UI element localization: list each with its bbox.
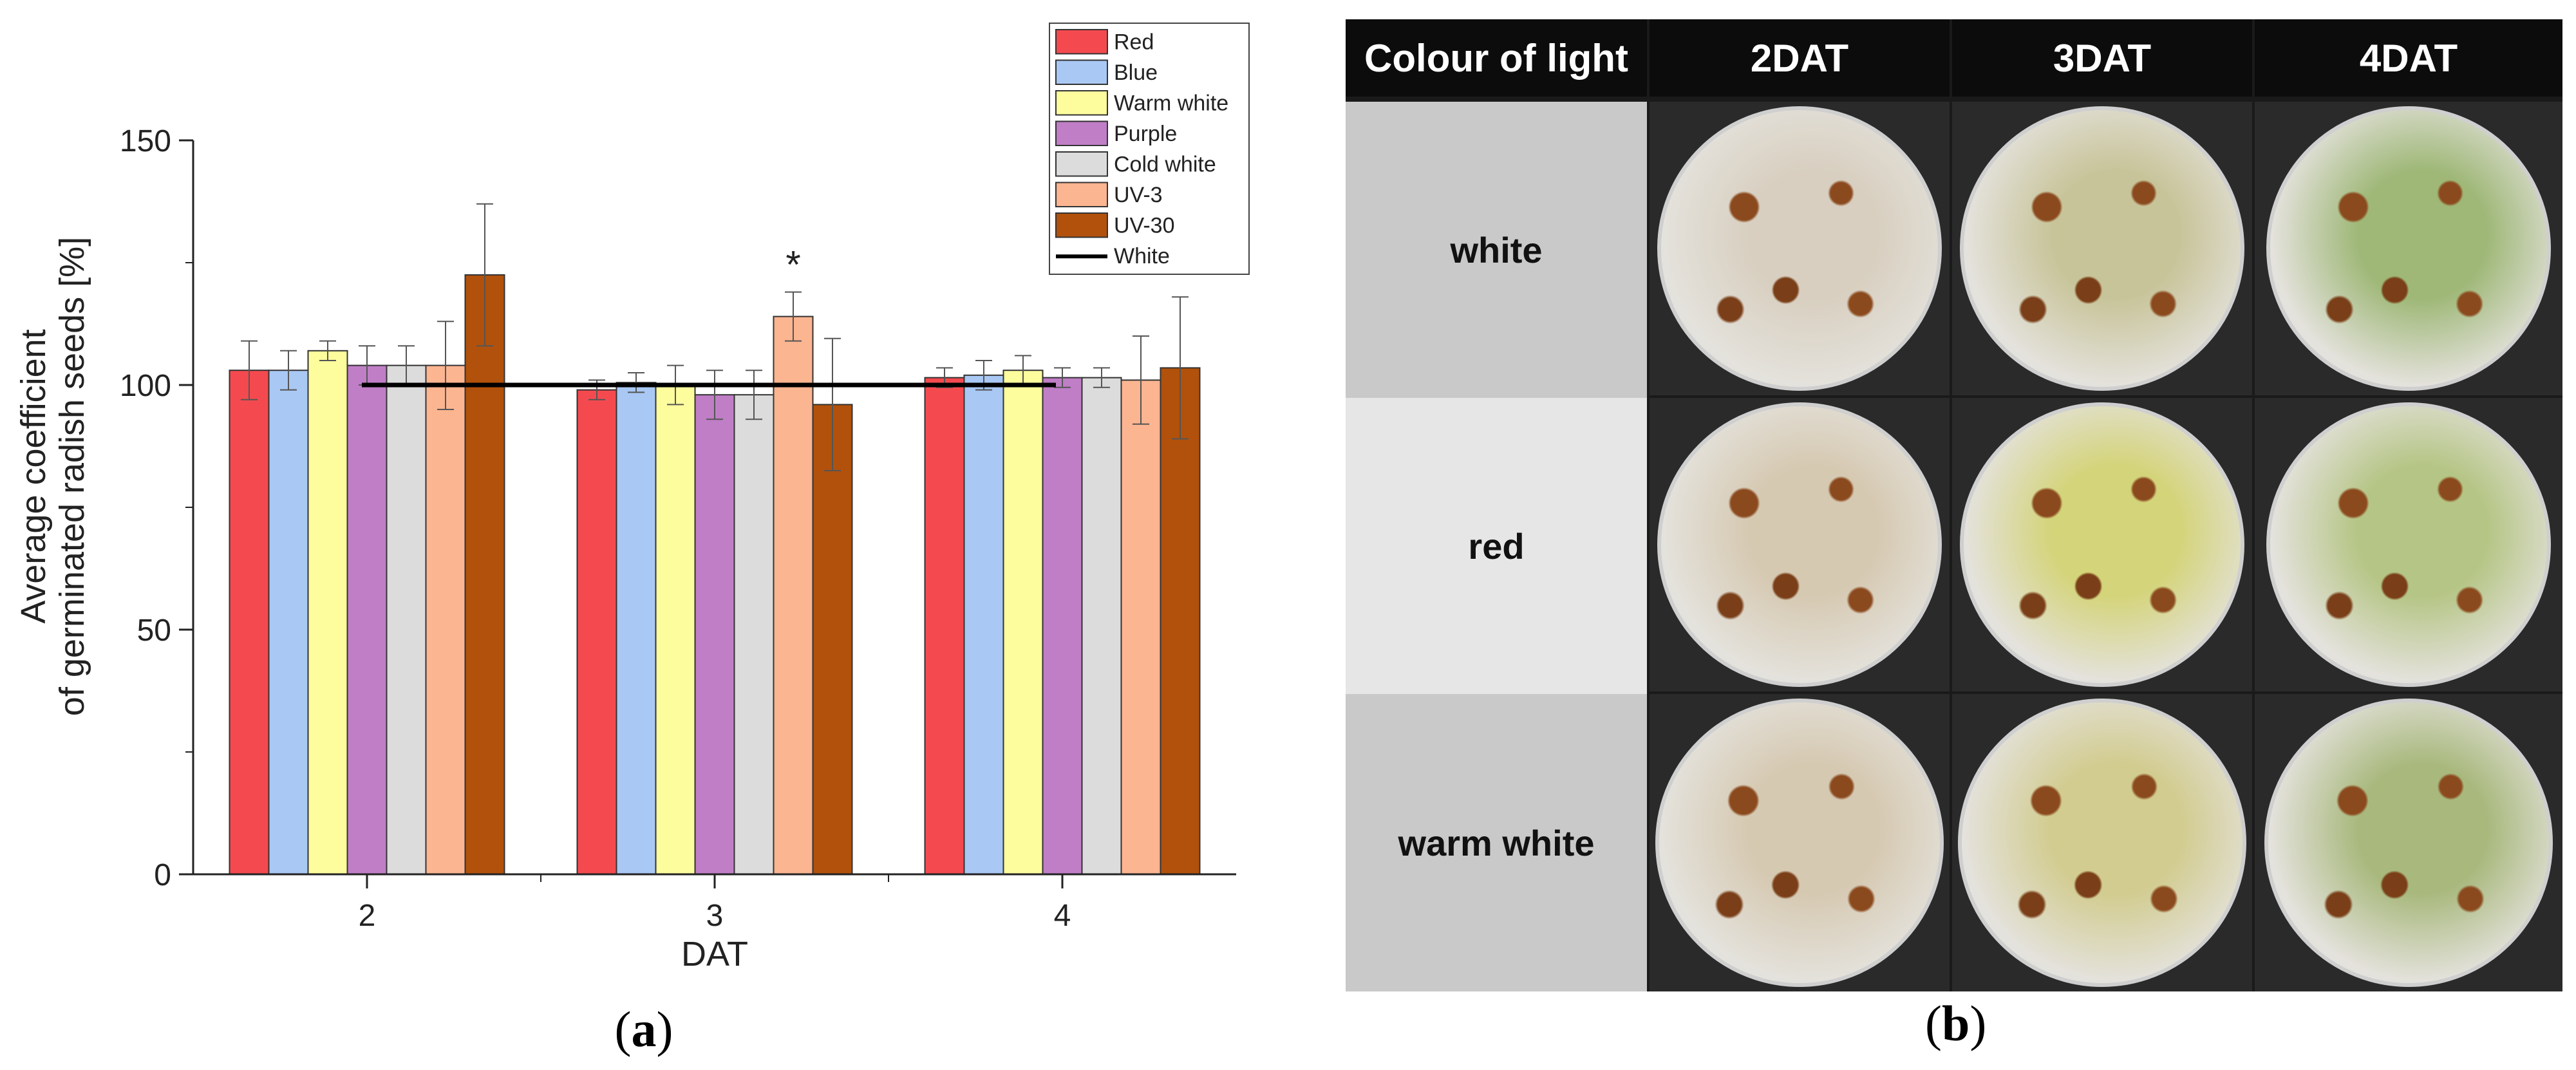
row-label-red: red	[1346, 398, 1647, 694]
photo-cell-red-4dat	[2255, 398, 2562, 691]
bar-purple-dat-2	[346, 364, 388, 875]
x-tick-label-4: 4	[1054, 899, 1071, 933]
panel-b-letter: b	[1941, 995, 1970, 1051]
header-2dat: 2DAT	[1650, 19, 1950, 97]
bar-blue-dat-3	[616, 382, 657, 875]
bar-cold-white-dat-3	[733, 394, 775, 875]
photo-cell-warm-white-4dat	[2255, 694, 2562, 991]
legend-swatch-red	[1055, 29, 1108, 55]
photo-cell-warm-white-3dat	[1952, 694, 2252, 991]
x-axis-title: DAT	[681, 935, 748, 973]
photo-cell-warm-white-2dat	[1650, 694, 1950, 991]
bar-blue-dat-4	[963, 374, 1004, 875]
y-axis-title-line1: Average coefficient	[14, 329, 53, 623]
bar-uv-3-dat-2	[425, 364, 466, 875]
panel-b-label: (b)	[1925, 995, 1986, 1053]
petri-dish	[1958, 699, 2246, 987]
header-colour-of-light: Colour of light	[1346, 19, 1647, 97]
bar-warm-white-dat-2	[307, 350, 348, 875]
petri-dish	[1657, 402, 1942, 687]
legend-label-red: Red	[1114, 30, 1154, 55]
bar-uv-30-dat-4	[1160, 367, 1201, 875]
legend-label-blue: Blue	[1114, 61, 1158, 85]
panel-a-label: (a)	[615, 1001, 673, 1057]
legend-swatch-cold-white	[1055, 151, 1108, 177]
photo-cell-white-3dat	[1952, 102, 2252, 395]
y-tick-label-50: 50	[137, 614, 171, 648]
bar-red-dat-2	[229, 370, 270, 875]
legend-label-uv-30: UV-30	[1114, 214, 1175, 238]
legend-label-uv-3: UV-3	[1114, 183, 1163, 207]
y-tick-label-150: 150	[120, 124, 171, 158]
bar-warm-white-dat-3	[655, 384, 696, 875]
bar-warm-white-dat-4	[1002, 370, 1044, 875]
photo-cell-white-2dat	[1650, 102, 1950, 395]
row-label-warm-white: warm white	[1346, 694, 1647, 991]
petri-dish	[2266, 106, 2551, 391]
y-tick-label-0: 0	[154, 858, 171, 892]
bar-cold-white-dat-4	[1081, 377, 1122, 875]
bar-red-dat-4	[924, 377, 965, 875]
petri-dish	[1655, 699, 1944, 987]
significance-star: *	[785, 243, 800, 286]
panel-a-letter: a	[632, 1001, 657, 1057]
bars-layer	[229, 274, 1201, 876]
bar-uv-3-dat-3	[773, 315, 814, 876]
legend-swatch-uv-30	[1055, 212, 1108, 238]
photo-cell-red-2dat	[1650, 398, 1950, 691]
photo-cell-white-4dat	[2255, 102, 2562, 395]
x-tick-label-2: 2	[359, 899, 376, 933]
bar-uv-30-dat-3	[812, 404, 853, 875]
panel-b-close: )	[1970, 995, 1987, 1051]
axes: * 0 50 100 150 2 3 4	[120, 124, 1236, 933]
legend-swatch-warm-white	[1055, 90, 1108, 116]
petri-dish	[1960, 106, 2244, 391]
germination-photo-grid: Colour of light 2DAT 3DAT 4DAT white red…	[1346, 19, 2562, 991]
bar-cold-white-dat-2	[386, 364, 427, 875]
error-bars-layer	[241, 203, 1189, 471]
petri-dish	[2264, 699, 2553, 987]
bar-chart: * 0 50 100 150 2 3 4 Red Blue Warm white Purple Col…	[14, 23, 1250, 1057]
y-tick-label-100: 100	[120, 369, 171, 403]
legend-label-white: White	[1114, 244, 1170, 268]
bar-blue-dat-2	[268, 370, 309, 875]
photo-cell-red-3dat	[1952, 398, 2252, 691]
legend-label-cold-white: Cold white	[1114, 153, 1216, 177]
bar-uv-30-dat-2	[464, 274, 505, 875]
legend-swatch-purple	[1055, 120, 1108, 146]
legend-swatch-uv-3	[1055, 182, 1108, 207]
panel-a-close: )	[657, 1001, 673, 1057]
y-axis-title-line2: of germinated radish seeds [%]	[53, 237, 91, 716]
x-tick-label-3: 3	[706, 899, 724, 933]
row-label-white: white	[1346, 102, 1647, 398]
legend-label-warm-white: Warm white	[1114, 91, 1228, 116]
bar-purple-dat-4	[1042, 377, 1083, 875]
bar-purple-dat-3	[694, 394, 735, 875]
bar-red-dat-3	[576, 389, 617, 875]
bar-uv-3-dat-4	[1120, 379, 1161, 875]
petri-dish	[2266, 402, 2551, 687]
panel-a-open: (	[615, 1001, 632, 1057]
legend-swatch-blue	[1055, 59, 1108, 85]
header-4dat: 4DAT	[2255, 19, 2562, 97]
header-3dat: 3DAT	[1952, 19, 2252, 97]
panel-b-open: (	[1925, 995, 1942, 1051]
petri-dish	[1657, 106, 1942, 391]
legend: Red Blue Warm white Purple Cold white UV-3 UV-…	[1049, 23, 1250, 275]
petri-dish	[1960, 402, 2244, 687]
legend-label-purple: Purple	[1114, 122, 1177, 146]
